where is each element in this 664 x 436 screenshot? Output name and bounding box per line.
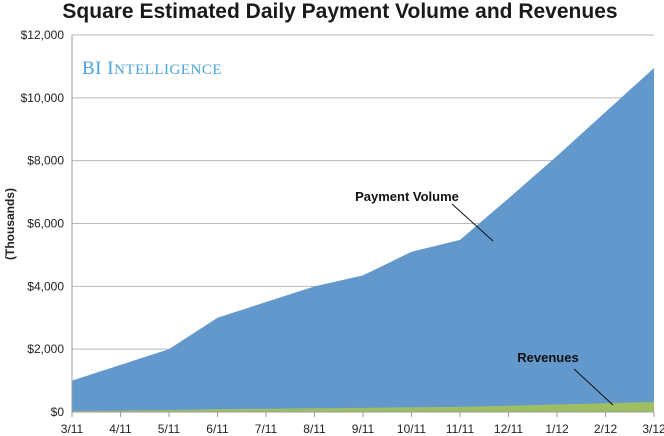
y-tick-label: $12,000 bbox=[21, 28, 65, 42]
payment-volume-annotation: Payment Volume bbox=[355, 189, 459, 204]
payment-volume-leader-line bbox=[451, 203, 494, 242]
y-tick-label: $4,000 bbox=[27, 279, 64, 293]
x-tick-label: 5/11 bbox=[158, 422, 181, 436]
revenues-annotation: Revenues bbox=[517, 350, 578, 365]
x-tick-label: 7/11 bbox=[255, 422, 278, 436]
plot-areas bbox=[72, 67, 654, 413]
brand-watermark: BI INTELLIGENCE bbox=[82, 58, 222, 79]
x-tick-label: 2/12 bbox=[594, 422, 618, 436]
x-tick-label: 3/12 bbox=[642, 422, 664, 436]
chart-title: Square Estimated Daily Payment Volume an… bbox=[62, 0, 617, 23]
brand-text-part: BI bbox=[82, 58, 107, 79]
brand-text-part: NTELLIGENCE bbox=[114, 62, 222, 78]
y-tick-label: $8,000 bbox=[27, 154, 64, 168]
x-tick-label: 4/11 bbox=[109, 422, 132, 436]
x-tick-label: 3/11 bbox=[61, 422, 84, 436]
x-tick-label: 11/11 bbox=[446, 422, 475, 436]
x-tick-label: 12/11 bbox=[494, 422, 523, 436]
x-tick-labels: 3/11 4/11 5/11 6/11 7/11 8/11 9/11 10/11 11/11 12… bbox=[61, 412, 664, 436]
payment-volume-area bbox=[72, 67, 654, 413]
series-annotations: Payment Volume Revenues bbox=[355, 189, 614, 406]
revenues-leader-line bbox=[573, 368, 614, 406]
x-tick-label: 6/11 bbox=[206, 422, 229, 436]
y-axis-label: (Thousands) bbox=[3, 188, 17, 260]
x-tick-label: 10/11 bbox=[397, 422, 426, 436]
brand-text-part: I bbox=[107, 58, 114, 79]
y-tick-label: $6,000 bbox=[27, 217, 64, 231]
y-tick-label: $0 bbox=[51, 405, 65, 419]
revenues-area bbox=[72, 401, 654, 412]
x-tick-label: 8/11 bbox=[303, 422, 326, 436]
x-tick-label: 1/12 bbox=[545, 422, 569, 436]
x-tick-label: 9/11 bbox=[352, 422, 375, 436]
y-tick-label: $10,000 bbox=[21, 91, 65, 105]
y-tick-labels: $0 $2,000 $4,000 $6,000 $8,000 $10,000 $12,000 bbox=[21, 28, 65, 419]
y-tick-label: $2,000 bbox=[27, 342, 64, 356]
